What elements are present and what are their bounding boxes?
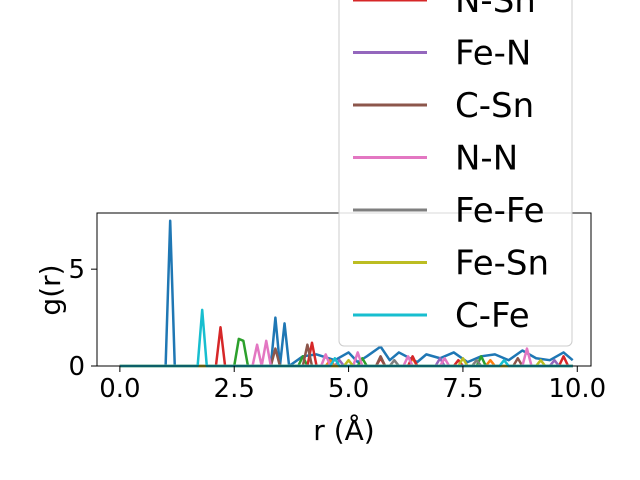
y-tick-label: 0 — [68, 352, 85, 382]
legend-label: C-Sn — [455, 86, 534, 126]
series-line-8 — [119, 357, 573, 368]
x-tick-label: 2.5 — [214, 374, 255, 404]
y-axis: 05 — [68, 255, 97, 382]
x-tick-label: 7.5 — [442, 374, 483, 404]
series-line-0 — [119, 219, 574, 368]
x-tick-label: 5.0 — [328, 374, 369, 404]
x-axis-label: r (Å) — [313, 413, 374, 447]
x-tick-label: 10.0 — [548, 374, 606, 404]
legend-box — [338, 0, 573, 347]
x-axis: 0.0 2.5 5.0 7.5 10.0 — [99, 366, 606, 404]
y-tick-label: 5 — [68, 255, 85, 285]
legend-label: Fe-Sn — [455, 244, 549, 284]
legend-label: N-N — [455, 139, 518, 179]
legend-label: C-Fe — [455, 296, 530, 336]
legend: N-Sn Fe-N C-Sn N-N Fe-Fe Fe-Sn C-Fe — [338, 0, 573, 347]
y-axis-label: g(r) — [34, 264, 67, 315]
legend-label: Fe-N — [455, 34, 531, 74]
x-tick-label: 0.0 — [99, 374, 140, 404]
legend-label: N-Sn — [455, 0, 536, 21]
series-line-9 — [119, 308, 573, 368]
legend-label: Fe-Fe — [455, 191, 545, 231]
